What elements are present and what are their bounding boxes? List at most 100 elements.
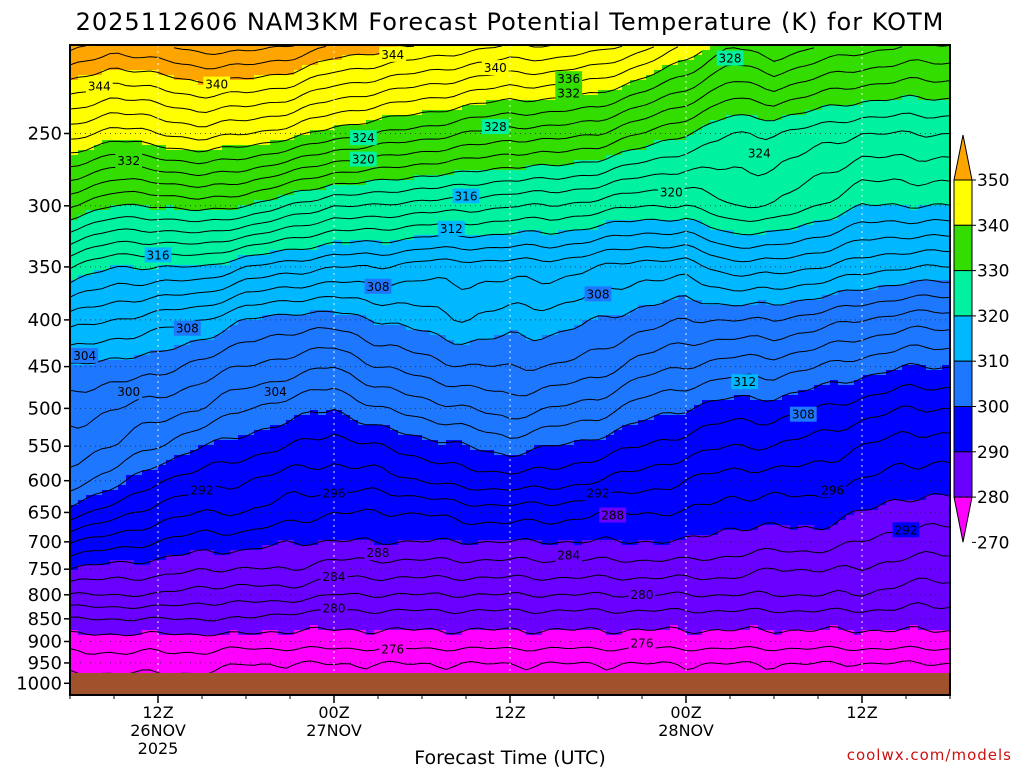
heatmap-cell [182, 200, 191, 206]
heatmap-cell [766, 240, 775, 246]
heatmap-cell [670, 50, 679, 56]
heatmap-cell [206, 265, 215, 271]
heatmap-cell [782, 225, 791, 231]
heatmap-cell [870, 225, 879, 231]
heatmap-cell [526, 205, 535, 211]
heatmap-cell [126, 65, 135, 71]
heatmap-cell [502, 145, 511, 151]
heatmap-cell [878, 205, 887, 211]
heatmap-cell [526, 140, 535, 146]
heatmap-cell [830, 60, 839, 66]
heatmap-cell [582, 120, 591, 126]
heatmap-cell [558, 50, 567, 56]
heatmap-cell [526, 65, 535, 71]
heatmap-cell [838, 205, 847, 211]
heatmap-cell [102, 250, 111, 256]
heatmap-cell [294, 45, 303, 51]
heatmap-cell [598, 55, 607, 61]
heatmap-cell [798, 175, 807, 181]
heatmap-cell [542, 230, 551, 236]
heatmap-cell [310, 195, 319, 201]
heatmap-cell [358, 105, 367, 111]
heatmap-cell [430, 135, 439, 141]
heatmap-cell [222, 265, 231, 271]
heatmap-cell [158, 165, 167, 171]
heatmap-cell [910, 115, 919, 121]
heatmap-cell [134, 170, 143, 176]
heatmap-cell [294, 160, 303, 166]
heatmap-cell [78, 65, 87, 71]
heatmap-cell [750, 170, 759, 176]
heatmap-cell [854, 150, 863, 156]
heatmap-cell [550, 210, 559, 216]
heatmap-cell [806, 90, 815, 96]
heatmap-cell [574, 215, 583, 221]
heatmap-cell [246, 235, 255, 241]
heatmap-cell [774, 110, 783, 116]
heatmap-cell [774, 250, 783, 256]
heatmap-cell [406, 105, 415, 111]
heatmap-cell [750, 215, 759, 221]
heatmap-cell [630, 145, 639, 151]
heatmap-cell [694, 240, 703, 246]
heatmap-cell [126, 225, 135, 231]
heatmap-cell [286, 70, 295, 76]
heatmap-cell [638, 95, 647, 101]
heatmap-cell [422, 175, 431, 181]
heatmap-cell [870, 110, 879, 116]
heatmap-cell [886, 70, 895, 76]
heatmap-cell [678, 205, 687, 211]
heatmap-cell [294, 180, 303, 186]
heatmap-cell [150, 115, 159, 121]
heatmap-cell [326, 50, 335, 56]
heatmap-cell [662, 170, 671, 176]
heatmap-cell [150, 120, 159, 126]
heatmap-cell [574, 210, 583, 216]
heatmap-cell [542, 195, 551, 201]
heatmap-cell [486, 235, 495, 241]
heatmap-cell [838, 85, 847, 91]
heatmap-cell [918, 220, 927, 226]
heatmap-cell [846, 245, 855, 251]
heatmap-cell [718, 145, 727, 151]
heatmap-cell [462, 85, 471, 91]
heatmap-cell [582, 265, 591, 271]
heatmap-cell [398, 200, 407, 206]
heatmap-cell [630, 215, 639, 221]
heatmap-cell [350, 210, 359, 216]
heatmap-cell [158, 75, 167, 81]
heatmap-cell [862, 205, 871, 211]
heatmap-cell [534, 240, 543, 246]
heatmap-cell [838, 255, 847, 261]
heatmap-cell [310, 90, 319, 96]
heatmap-cell [870, 145, 879, 151]
heatmap-cell [190, 95, 199, 101]
heatmap-cell [78, 160, 87, 166]
heatmap-cell [678, 110, 687, 116]
heatmap-cell [358, 60, 367, 66]
heatmap-cell [278, 150, 287, 156]
heatmap-cell [358, 115, 367, 121]
heatmap-cell [206, 55, 215, 61]
heatmap-cell [150, 240, 159, 246]
heatmap-cell [190, 240, 199, 246]
heatmap-cell [446, 125, 455, 131]
heatmap-cell [94, 240, 103, 246]
heatmap-cell [86, 135, 95, 141]
heatmap-cell [518, 260, 527, 266]
heatmap-cell [590, 70, 599, 76]
heatmap-cell [798, 100, 807, 106]
heatmap-cell [150, 195, 159, 201]
heatmap-cell [342, 200, 351, 206]
heatmap-cell [174, 150, 183, 156]
heatmap-cell [590, 115, 599, 121]
heatmap-cell [670, 240, 679, 246]
heatmap-cell [526, 60, 535, 66]
heatmap-cell [590, 130, 599, 136]
heatmap-cell [358, 205, 367, 211]
heatmap-cell [302, 85, 311, 91]
heatmap-cell [86, 265, 95, 271]
heatmap-cell [422, 190, 431, 196]
heatmap-cell [230, 240, 239, 246]
heatmap-cell [910, 225, 919, 231]
